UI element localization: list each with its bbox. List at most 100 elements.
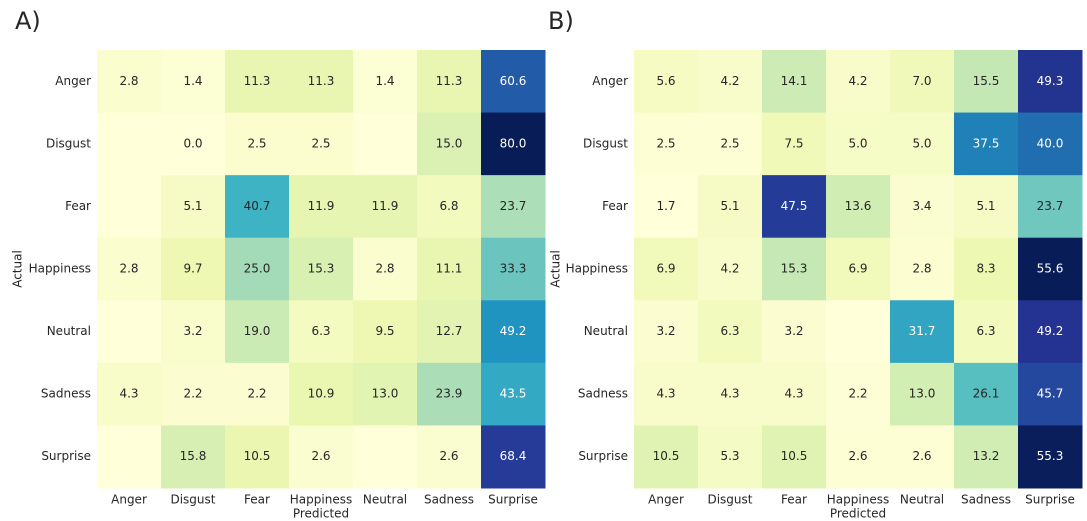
cell-label: 2.8 <box>912 261 931 275</box>
x-tick-label: Anger <box>111 492 147 506</box>
cell <box>225 300 290 364</box>
heatmap-panel: B) Anger 5.6 4.2 14.1 4.2 7.0 15.5 49.3 Disgust 2.… <box>548 7 1083 520</box>
cell-label: 3.4 <box>912 199 931 213</box>
cell <box>698 300 763 364</box>
cell <box>634 237 699 301</box>
cell-label: 2.6 <box>311 449 330 463</box>
cell-label: 4.3 <box>784 387 803 401</box>
cell <box>225 237 290 301</box>
cell <box>762 300 827 364</box>
cell <box>481 425 546 489</box>
cell <box>954 112 1019 176</box>
cell <box>1018 175 1083 239</box>
cell <box>97 50 162 114</box>
cell-label: 9.5 <box>375 324 394 338</box>
cell <box>289 175 354 239</box>
cell <box>289 112 354 176</box>
cell <box>225 50 290 114</box>
cell-label: 7.5 <box>784 136 803 150</box>
cell <box>1018 425 1083 489</box>
cell-label: 49.3 <box>1037 74 1064 88</box>
x-tick-label: Surprise <box>488 492 538 506</box>
cell-label: 13.0 <box>909 387 936 401</box>
cell-label: 23.7 <box>1037 199 1064 213</box>
cell <box>762 50 827 114</box>
cell <box>481 362 546 426</box>
cell <box>826 112 891 176</box>
x-tick-label: Happiness <box>290 492 352 506</box>
cell <box>890 362 955 426</box>
cell-label: 3.2 <box>784 324 803 338</box>
cell <box>698 175 763 239</box>
x-tick-label: Neutral <box>900 492 944 506</box>
cell-label: 2.8 <box>119 74 138 88</box>
cell-label: 3.2 <box>656 324 675 338</box>
cell <box>161 175 226 239</box>
cell <box>481 175 546 239</box>
empty-cell <box>826 300 891 364</box>
cell-label: 5.1 <box>720 199 739 213</box>
cell-label: 4.3 <box>119 387 138 401</box>
cell-label: 7.0 <box>912 74 931 88</box>
x-tick-label: Disgust <box>170 492 215 506</box>
cell <box>417 175 482 239</box>
cell-label: 33.3 <box>500 261 527 275</box>
cell-label: 25.0 <box>244 261 271 275</box>
cell-label: 2.6 <box>912 449 931 463</box>
cell-label: 11.1 <box>436 261 463 275</box>
cell-label: 40.0 <box>1037 136 1064 150</box>
x-tick-label: Happiness <box>827 492 889 506</box>
cell-label: 6.9 <box>656 261 675 275</box>
cell <box>97 362 162 426</box>
cell-label: 37.5 <box>973 136 1000 150</box>
cell-label: 6.3 <box>311 324 330 338</box>
cell-label: 5.1 <box>976 199 995 213</box>
y-tick-label: Sadness <box>578 387 628 401</box>
cell-label: 10.9 <box>308 387 335 401</box>
cell-label: 47.5 <box>781 199 808 213</box>
y-tick-label: Neutral <box>47 324 91 338</box>
x-tick-label: Neutral <box>363 492 407 506</box>
cell-label: 11.3 <box>308 74 335 88</box>
x-tick-label: Sadness <box>424 492 474 506</box>
cell-label: 6.9 <box>848 261 867 275</box>
cell <box>289 237 354 301</box>
cell-label: 8.3 <box>976 261 995 275</box>
cell-label: 2.5 <box>311 136 330 150</box>
cell-label: 11.3 <box>436 74 463 88</box>
panel-label: B) <box>548 7 574 35</box>
empty-cell <box>97 300 162 364</box>
cell <box>634 112 699 176</box>
cell-label: 10.5 <box>781 449 808 463</box>
cell-label: 2.8 <box>375 261 394 275</box>
cell <box>417 300 482 364</box>
y-tick-label: Disgust <box>583 136 628 150</box>
panel-label: A) <box>15 7 41 35</box>
x-axis-label: Predicted <box>830 506 886 520</box>
cell-label: 5.6 <box>656 74 675 88</box>
cell-label: 5.0 <box>912 136 931 150</box>
cell <box>481 300 546 364</box>
cell <box>634 175 699 239</box>
cell <box>698 362 763 426</box>
cell-label: 12.7 <box>436 324 463 338</box>
cell-label: 6.3 <box>976 324 995 338</box>
y-tick-label: Anger <box>592 74 628 88</box>
cell <box>417 112 482 176</box>
y-tick-label: Fear <box>602 199 628 213</box>
cell-label: 5.0 <box>848 136 867 150</box>
cell-label: 15.8 <box>180 449 207 463</box>
cell-label: 6.3 <box>720 324 739 338</box>
cell <box>826 237 891 301</box>
cell <box>1018 112 1083 176</box>
cell <box>481 50 546 114</box>
cell <box>289 425 354 489</box>
cell-label: 49.2 <box>1037 324 1064 338</box>
cell <box>826 175 891 239</box>
cell-label: 10.5 <box>244 449 271 463</box>
cell-label: 1.7 <box>656 199 675 213</box>
cell <box>161 112 226 176</box>
cell <box>1018 237 1083 301</box>
heatmap-panel: A) Anger 2.8 1.4 11.3 11.3 1.4 11.3 60.6 Disgust 0… <box>11 7 546 520</box>
cell-label: 13.6 <box>845 199 872 213</box>
